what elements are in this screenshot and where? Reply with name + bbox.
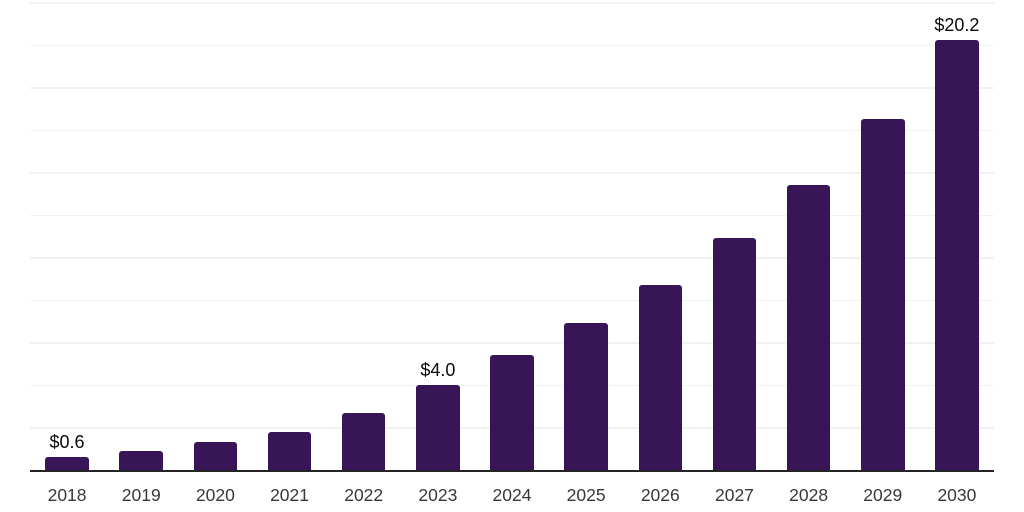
gridline (30, 172, 994, 174)
x-tick-label-2024: 2024 (492, 485, 532, 505)
bar-2024 (490, 355, 534, 470)
bar-value-label-2018: $0.6 (49, 432, 85, 453)
bar-2023 (416, 384, 460, 470)
x-tick-label-2022: 2022 (344, 485, 384, 505)
gridline (30, 342, 994, 344)
bar-value-label-2030: $20.2 (934, 15, 980, 36)
bar-2018 (45, 457, 89, 470)
gridline (30, 299, 994, 302)
bar-2030 (935, 40, 979, 470)
gridline (30, 2, 994, 4)
bar-2028 (786, 184, 831, 470)
bar-2029 (861, 119, 905, 470)
x-tick-label-2019: 2019 (121, 485, 161, 505)
plot-area: $0.6 $4.0 $20.2 2018 2019 2020 2021 2022 2023 202… (30, 0, 994, 512)
gridline (30, 257, 994, 259)
x-tick-label-2023: 2023 (418, 485, 458, 505)
x-tick-label-2025: 2025 (566, 485, 606, 505)
bar-2021 (267, 431, 312, 470)
bar-2026 (638, 284, 683, 470)
x-tick-label-2021: 2021 (270, 485, 309, 505)
bar-2022 (341, 412, 386, 470)
x-tick-label-2028: 2028 (789, 485, 829, 505)
bar-2025 (564, 323, 608, 470)
bar-2019 (119, 450, 163, 470)
x-tick-label-2030: 2030 (937, 485, 977, 505)
bar-value-label-2023: $4.0 (420, 359, 456, 380)
gridline (30, 44, 994, 47)
x-axis-line (30, 470, 994, 472)
x-tick-label-2018: 2018 (47, 485, 87, 505)
bar-2027 (712, 238, 757, 470)
x-tick-label-2026: 2026 (640, 485, 680, 505)
x-tick-label-2027: 2027 (714, 485, 754, 505)
gridline (30, 87, 994, 89)
gridline (30, 129, 994, 132)
x-tick-label-2029: 2029 (863, 485, 903, 505)
x-tick-label-2020: 2020 (195, 485, 235, 505)
gridline (30, 214, 994, 217)
bar-2020 (193, 442, 238, 470)
